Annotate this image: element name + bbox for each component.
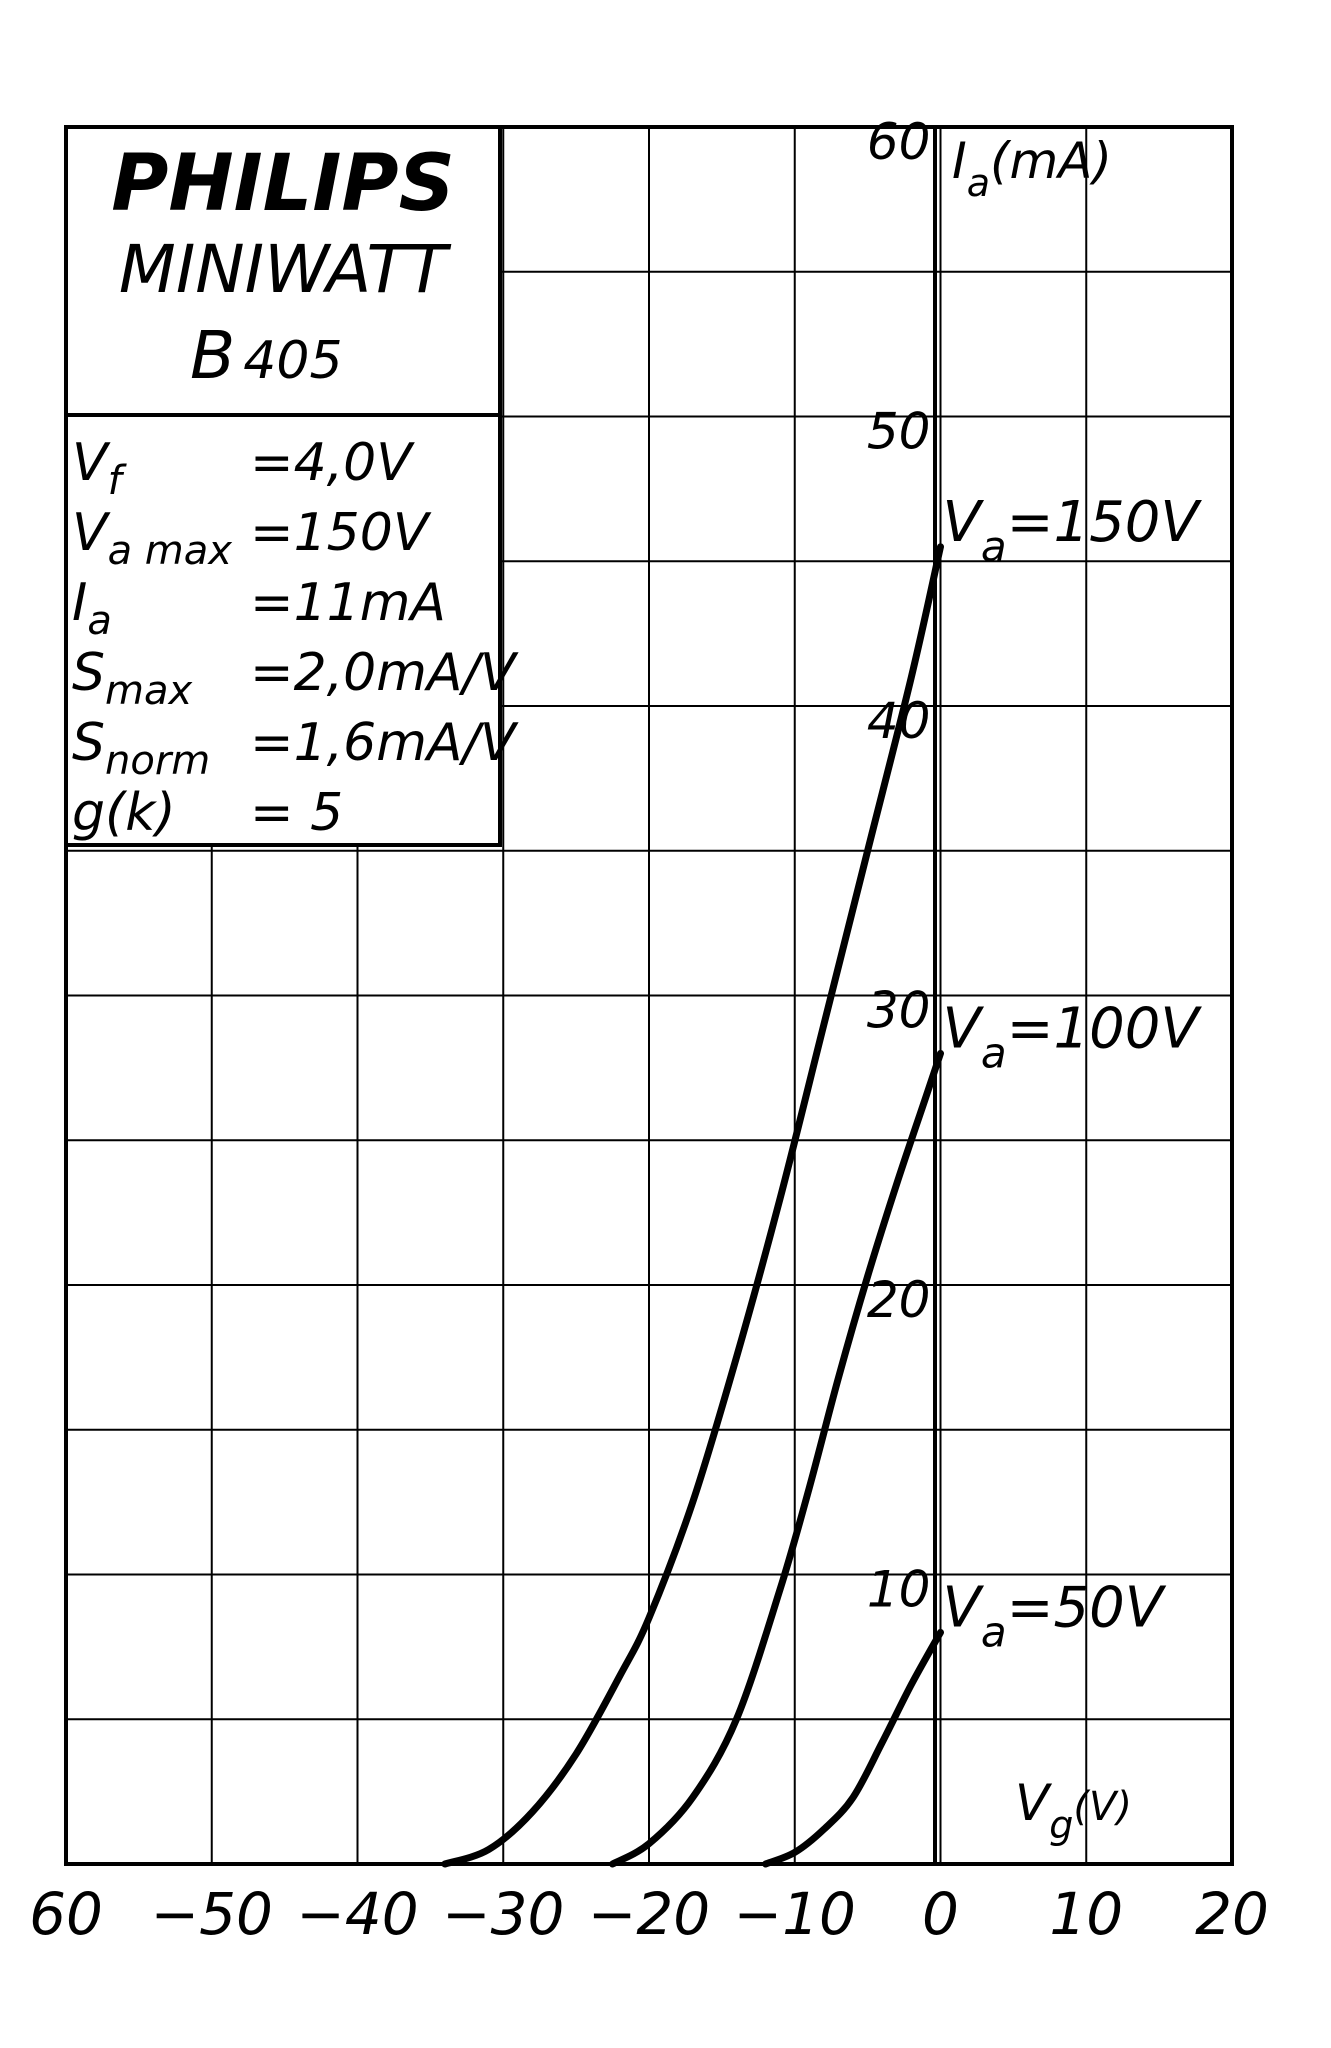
x-tick-label: 10 [1049,1880,1123,1948]
y-tick-label: 60 [867,113,931,171]
spec-list: Vf =4,0V Va max =150V Ia =11mA Smax =2,0mA/V Sno… [72,433,519,843]
curve-va-100v [609,1049,944,1868]
curve-label: Va=50V [943,1575,1167,1656]
spec-value: =11mA [250,573,446,633]
spec-symbol: Vf [72,433,128,504]
spec-symbol: g(k) [72,783,176,843]
model-name: B 405 [190,317,343,394]
x-tick-label: 60 [29,1880,103,1948]
y-tick-label: 40 [867,692,931,750]
spec-value: =2,0mA/V [250,643,519,703]
x-tick-label: 20 [1195,1880,1269,1948]
y-tick-label: 30 [867,982,931,1040]
tick-labels: 60 −50 −40 −30 −20 −10 0 10 20 10 20 30 40 50 60 [29,113,1269,1948]
curve-label: Va=150V [943,490,1203,571]
plot-frame [64,125,1234,1866]
curve-label: Va=100V [943,996,1203,1077]
grid [66,127,1232,1864]
x-tick-label: −20 [588,1880,710,1948]
x-tick-label: −40 [296,1880,418,1948]
y-tick-label: 50 [867,403,931,461]
spec-value: =150V [250,503,432,563]
spec-value: = 5 [250,783,343,843]
y-tick-label: 10 [867,1561,931,1619]
header-box [64,125,502,417]
spec-symbol: Smax [72,643,192,714]
curve-va-50v [762,1628,944,1868]
spec-symbol: Va max [72,503,232,574]
x-axis-label: Vg(V) [1015,1774,1132,1847]
y-tick-label: 20 [867,1271,931,1329]
x-tick-label: −30 [442,1880,564,1948]
spec-box [64,413,502,847]
spec-value: =1,6mA/V [250,713,519,773]
brand-name: PHILIPS [111,139,455,229]
series-name: MINIWATT [119,231,452,308]
spec-value: =4,0V [250,433,415,493]
x-tick-label: 0 [922,1880,959,1948]
x-tick-label: −50 [151,1880,273,1948]
x-tick-label: −10 [734,1880,856,1948]
curves: Va=150V Va=100V Va=50V [441,490,1203,1868]
y-axis-label: Ia(mA) [952,132,1112,205]
curve-va-150v [441,543,944,1868]
spec-symbol: Snorm [72,713,210,784]
spec-symbol: Ia [72,573,112,644]
